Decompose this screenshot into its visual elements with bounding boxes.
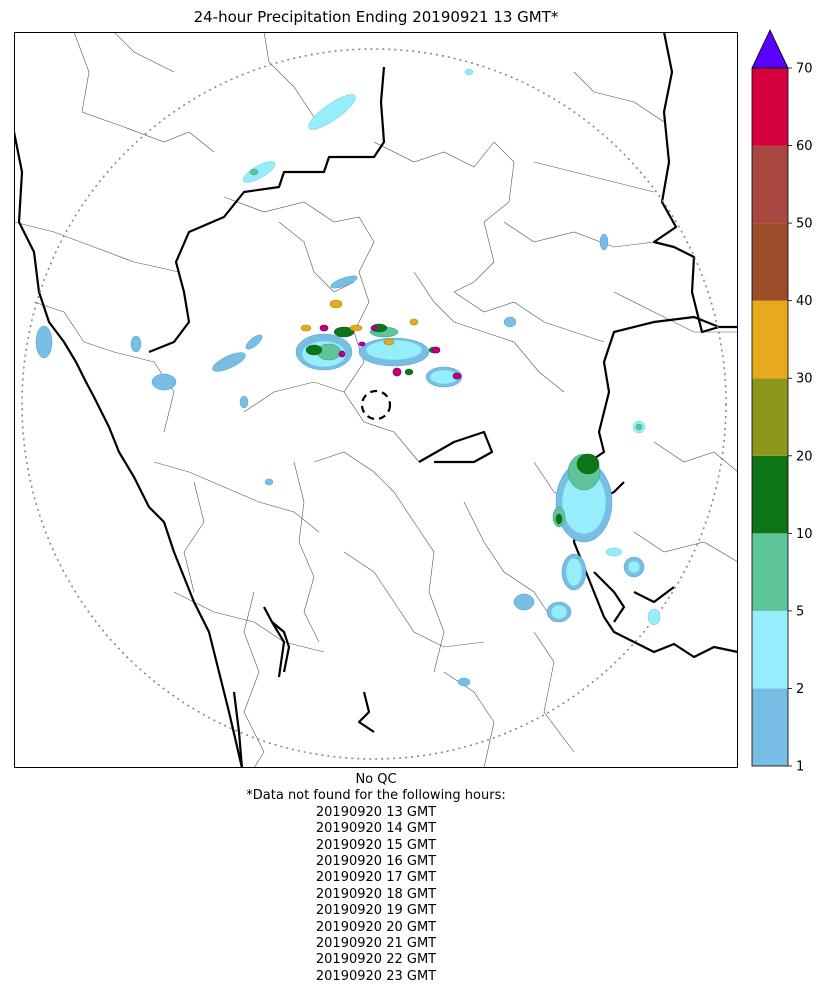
colorbar-ticks: 1 2 5 10 20 30 40 50 60 70 bbox=[788, 62, 813, 774]
colorbar-tick-label: 50 bbox=[796, 217, 813, 232]
missing-hour: 20190920 22 GMT bbox=[315, 952, 437, 968]
colorbar-tick-label: 20 bbox=[796, 449, 813, 464]
colorbar-frame bbox=[751, 67, 789, 767]
radar-site-marker bbox=[360, 389, 392, 421]
missing-header: *Data not found for the following hours: bbox=[246, 788, 506, 804]
colorbar-extend-arrow bbox=[751, 29, 789, 69]
missing-hour: 20190920 16 GMT bbox=[315, 854, 437, 870]
colorbar-swatch bbox=[752, 688, 788, 766]
precip-heavy bbox=[249, 168, 643, 528]
precip-extreme bbox=[319, 324, 462, 380]
missing-hour: 20190920 14 GMT bbox=[315, 821, 437, 837]
district-boundaries bbox=[14, 32, 738, 768]
colorbar-tick-label: 5 bbox=[796, 604, 804, 619]
colorbar-swatch bbox=[752, 300, 788, 379]
colorbar-swatch bbox=[752, 455, 788, 534]
radar-range-ring bbox=[21, 48, 727, 760]
map-title: 24-hour Precipitation Ending 20190921 13… bbox=[193, 8, 559, 26]
missing-hour: 20190920 19 GMT bbox=[315, 903, 437, 919]
colorbar-swatch bbox=[752, 610, 788, 689]
colorbar-swatch bbox=[752, 145, 788, 224]
colorbar-tick-label: 2 bbox=[796, 682, 804, 697]
qc-note: No QC bbox=[355, 772, 397, 787]
colorbar-swatches bbox=[751, 29, 789, 767]
colorbar: 1 2 5 10 20 30 40 50 60 70 bbox=[751, 29, 813, 774]
missing-hour: 20190920 20 GMT bbox=[315, 919, 437, 935]
colorbar-tick-label: 40 bbox=[796, 294, 813, 309]
state-boundaries bbox=[14, 32, 738, 768]
colorbar-swatch bbox=[752, 533, 788, 611]
colorbar-tick-label: 10 bbox=[796, 527, 813, 542]
colorbar-tick-label: 60 bbox=[796, 139, 813, 154]
precipitation-map bbox=[14, 32, 738, 768]
missing-hour: 20190920 17 GMT bbox=[315, 870, 437, 886]
map-frame bbox=[14, 32, 738, 768]
map-background bbox=[14, 32, 738, 768]
footnote: No QC *Data not found for the following … bbox=[14, 772, 738, 985]
colorbar-tick-label: 1 bbox=[796, 760, 804, 774]
missing-hour: 20190920 21 GMT bbox=[315, 936, 437, 952]
colorbar-tick-label: 30 bbox=[796, 372, 813, 387]
colorbar-swatch bbox=[752, 223, 788, 301]
colorbar-swatch bbox=[752, 68, 788, 146]
missing-hour: 20190920 13 GMT bbox=[315, 804, 437, 820]
colorbar-tick-label: 70 bbox=[796, 62, 813, 77]
missing-hour: 20190920 23 GMT bbox=[315, 968, 437, 984]
missing-hour: 20190920 15 GMT bbox=[315, 837, 437, 853]
missing-hour: 20190920 18 GMT bbox=[315, 886, 437, 902]
colorbar-swatch bbox=[752, 378, 788, 456]
precip-intense bbox=[300, 299, 419, 346]
